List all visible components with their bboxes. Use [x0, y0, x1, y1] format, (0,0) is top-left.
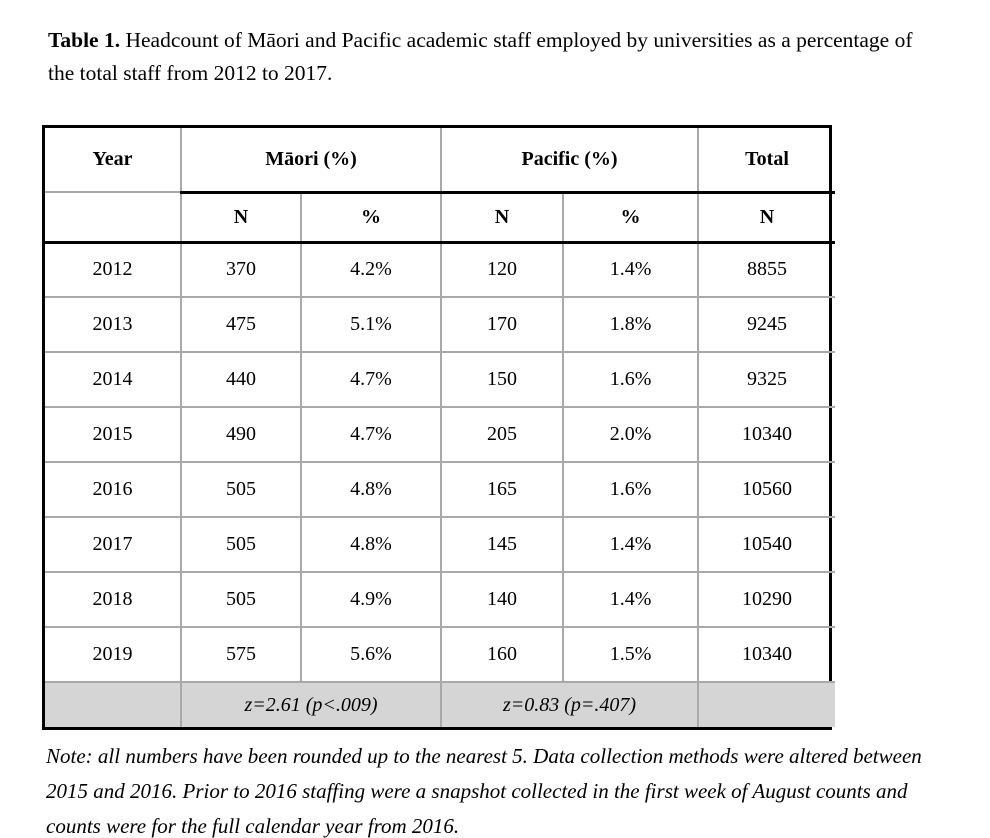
headcount-table: Year Māori (%) Pacific (%) Total N % N %…	[45, 128, 836, 727]
cell-pacific-n: 140	[440, 571, 565, 628]
stats-empty-total	[697, 681, 836, 727]
cell-pacific-n: 205	[440, 406, 565, 463]
cell-maori-pct: 4.7%	[299, 406, 443, 463]
subheader-pacific-n: N	[440, 191, 565, 244]
table-note: Note: all numbers have been rounded up t…	[46, 744, 922, 838]
stats-row: z=2.61 (p<.009) z=0.83 (p=.407)	[45, 681, 836, 727]
cell-total-n: 9325	[697, 351, 836, 408]
cell-pacific-pct: 2.0%	[562, 406, 700, 463]
cell-pacific-pct: 1.4%	[562, 571, 700, 628]
cell-maori-n: 490	[180, 406, 302, 463]
table-row: 2018 505 4.9% 140 1.4% 10290	[45, 571, 836, 628]
header-maori: Māori (%)	[179, 128, 443, 194]
cell-total-n: 8855	[697, 241, 836, 298]
cell-pacific-n: 160	[440, 626, 565, 683]
cell-year: 2016	[45, 461, 182, 518]
subheader-total-n: N	[697, 191, 836, 244]
cell-maori-n: 440	[180, 351, 302, 408]
cell-year: 2012	[45, 241, 182, 298]
cell-maori-n: 505	[180, 516, 302, 573]
cell-year: 2019	[45, 626, 182, 683]
table-row: 2017 505 4.8% 145 1.4% 10540	[45, 516, 836, 573]
cell-pacific-pct: 1.4%	[562, 516, 700, 573]
subheader-pacific-pct: %	[562, 191, 700, 244]
cell-maori-pct: 4.9%	[299, 571, 443, 628]
cell-maori-n: 370	[180, 241, 302, 298]
cell-maori-n: 505	[180, 571, 302, 628]
cell-maori-pct: 4.7%	[299, 351, 443, 408]
header-year: Year	[45, 128, 182, 193]
header-row: Year Māori (%) Pacific (%) Total	[45, 128, 836, 194]
cell-total-n: 10540	[697, 516, 836, 573]
cell-total-n: 9245	[697, 296, 836, 353]
cell-total-n: 10340	[697, 626, 836, 683]
table-row: 2012 370 4.2% 120 1.4% 8855	[45, 241, 836, 298]
cell-maori-pct: 4.2%	[299, 241, 443, 298]
cell-maori-pct: 5.1%	[299, 296, 443, 353]
cell-pacific-n: 170	[440, 296, 565, 353]
cell-maori-pct: 5.6%	[299, 626, 443, 683]
stats-empty-year	[45, 681, 182, 727]
table-row: 2014 440 4.7% 150 1.6% 9325	[45, 351, 836, 408]
cell-year: 2017	[45, 516, 182, 573]
cell-year: 2018	[45, 571, 182, 628]
cell-pacific-n: 120	[440, 241, 565, 298]
cell-maori-n: 575	[180, 626, 302, 683]
subheader-row: N % N % N	[45, 191, 836, 244]
table-row: 2016 505 4.8% 165 1.6% 10560	[45, 461, 836, 518]
table-row: 2013 475 5.1% 170 1.8% 9245	[45, 296, 836, 353]
caption-label: Table 1.	[48, 28, 121, 52]
cell-year: 2015	[45, 406, 182, 463]
cell-pacific-pct: 1.6%	[562, 461, 700, 518]
subheader-maori-pct: %	[299, 191, 443, 244]
stats-maori-z: z=2.61 (p<.009)	[179, 681, 443, 727]
cell-pacific-pct: 1.5%	[562, 626, 700, 683]
cell-pacific-pct: 1.4%	[562, 241, 700, 298]
cell-total-n: 10290	[697, 571, 836, 628]
table-row: 2019 575 5.6% 160 1.5% 10340	[45, 626, 836, 683]
cell-pacific-pct: 1.8%	[562, 296, 700, 353]
cell-maori-n: 505	[180, 461, 302, 518]
cell-maori-pct: 4.8%	[299, 516, 443, 573]
cell-pacific-n: 145	[440, 516, 565, 573]
cell-pacific-n: 165	[440, 461, 565, 518]
subheader-empty	[45, 191, 182, 244]
stats-pacific-z: z=0.83 (p=.407)	[440, 681, 700, 727]
header-pacific: Pacific (%)	[440, 128, 700, 194]
cell-pacific-n: 150	[440, 351, 565, 408]
data-table: Year Māori (%) Pacific (%) Total N % N %…	[42, 125, 836, 730]
cell-pacific-pct: 1.6%	[562, 351, 700, 408]
table-caption: Table 1. Headcount of Māori and Pacific …	[48, 24, 928, 90]
subheader-maori-n: N	[180, 191, 302, 244]
cell-year: 2013	[45, 296, 182, 353]
header-total: Total	[697, 128, 836, 194]
cell-maori-n: 475	[180, 296, 302, 353]
caption-text: Headcount of Māori and Pacific academic …	[48, 28, 913, 85]
table-row: 2015 490 4.7% 205 2.0% 10340	[45, 406, 836, 463]
cell-total-n: 10560	[697, 461, 836, 518]
cell-maori-pct: 4.8%	[299, 461, 443, 518]
cell-total-n: 10340	[697, 406, 836, 463]
cell-year: 2014	[45, 351, 182, 408]
